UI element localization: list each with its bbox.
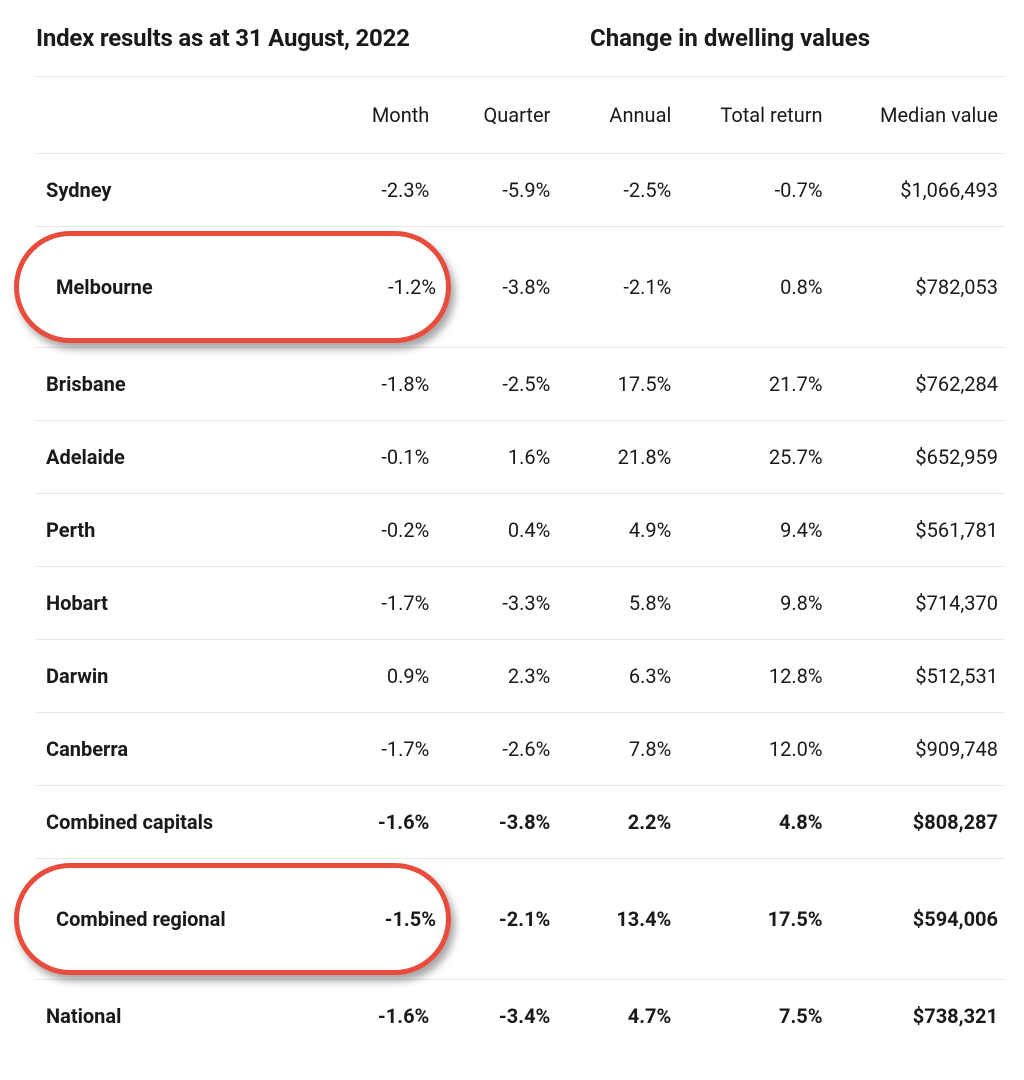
cell-city: Darwin bbox=[36, 640, 318, 713]
cell-city: Melbourne bbox=[46, 251, 326, 323]
cell-annual: -2.5% bbox=[560, 154, 681, 227]
table-row: Brisbane-1.8%-2.5%17.5%21.7%$762,284 bbox=[36, 348, 1004, 421]
cell-month: 0.9% bbox=[318, 640, 439, 713]
col-header-median: Median value bbox=[833, 77, 1004, 154]
cell-quarter: -2.6% bbox=[439, 713, 560, 786]
page: Index results as at 31 August, 2022 Chan… bbox=[0, 0, 1024, 1080]
cell-month: -1.6% bbox=[318, 786, 439, 859]
cell-month: -1.5% bbox=[326, 883, 446, 955]
cell-annual: 13.4% bbox=[560, 859, 681, 980]
col-header-annual: Annual bbox=[560, 77, 681, 154]
cell-quarter: -3.8% bbox=[439, 227, 560, 348]
cell-quarter: -2.5% bbox=[439, 348, 560, 421]
cell-annual: -2.1% bbox=[560, 227, 681, 348]
col-header-total-return: Total return bbox=[681, 77, 832, 154]
cell-median: $808,287 bbox=[833, 786, 1004, 859]
cell-total-return: 7.5% bbox=[681, 980, 832, 1053]
cell-total-return: -0.7% bbox=[681, 154, 832, 227]
cell-median: $512,531 bbox=[833, 640, 1004, 713]
cell-quarter: 0.4% bbox=[439, 494, 560, 567]
cell-quarter: -5.9% bbox=[439, 154, 560, 227]
cell-median: $909,748 bbox=[833, 713, 1004, 786]
cell-quarter: -3.3% bbox=[439, 567, 560, 640]
table-row: Darwin0.9%2.3%6.3%12.8%$512,531 bbox=[36, 640, 1004, 713]
cell-month: -1.7% bbox=[318, 713, 439, 786]
cell-month: -1.7% bbox=[318, 567, 439, 640]
cell-total-return: 12.0% bbox=[681, 713, 832, 786]
cell-annual: 6.3% bbox=[560, 640, 681, 713]
cell-total-return: 9.4% bbox=[681, 494, 832, 567]
cell-annual: 7.8% bbox=[560, 713, 681, 786]
cell-median: $594,006 bbox=[833, 859, 1004, 980]
cell-city: National bbox=[36, 980, 318, 1053]
cell-month: -2.3% bbox=[318, 154, 439, 227]
highlighted-cells: Combined regional-1.5% bbox=[36, 859, 439, 980]
cell-city: Canberra bbox=[36, 713, 318, 786]
dwelling-values-table: Month Quarter Annual Total return Median… bbox=[36, 77, 1004, 1052]
cell-quarter: -2.1% bbox=[439, 859, 560, 980]
cell-city: Perth bbox=[36, 494, 318, 567]
cell-annual: 4.9% bbox=[560, 494, 681, 567]
cell-city: Brisbane bbox=[36, 348, 318, 421]
cell-quarter: -3.8% bbox=[439, 786, 560, 859]
cell-annual: 2.2% bbox=[560, 786, 681, 859]
cell-month: -0.2% bbox=[318, 494, 439, 567]
col-header-month: Month bbox=[318, 77, 439, 154]
cell-total-return: 9.8% bbox=[681, 567, 832, 640]
cell-total-return: 25.7% bbox=[681, 421, 832, 494]
cell-city: Combined capitals bbox=[36, 786, 318, 859]
cell-median: $1,066,493 bbox=[833, 154, 1004, 227]
cell-total-return: 12.8% bbox=[681, 640, 832, 713]
cell-quarter: -3.4% bbox=[439, 980, 560, 1053]
table-row: Sydney-2.3%-5.9%-2.5%-0.7%$1,066,493 bbox=[36, 154, 1004, 227]
cell-month: -1.8% bbox=[318, 348, 439, 421]
table-row: Canberra-1.7%-2.6%7.8%12.0%$909,748 bbox=[36, 713, 1004, 786]
cell-median: $652,959 bbox=[833, 421, 1004, 494]
cell-city: Sydney bbox=[36, 154, 318, 227]
table-row: National-1.6%-3.4%4.7%7.5%$738,321 bbox=[36, 980, 1004, 1053]
cell-median: $738,321 bbox=[833, 980, 1004, 1053]
table-header-row: Month Quarter Annual Total return Median… bbox=[36, 77, 1004, 154]
cell-annual: 21.8% bbox=[560, 421, 681, 494]
highlighted-cells: Melbourne-1.2% bbox=[36, 227, 439, 348]
title-left: Index results as at 31 August, 2022 bbox=[36, 24, 456, 52]
cell-month: -1.6% bbox=[318, 980, 439, 1053]
cell-annual: 17.5% bbox=[560, 348, 681, 421]
table-row: Combined regional-1.5%-2.1%13.4%17.5%$59… bbox=[36, 859, 1004, 980]
table-row: Adelaide-0.1%1.6%21.8%25.7%$652,959 bbox=[36, 421, 1004, 494]
col-header-city bbox=[36, 77, 318, 154]
cell-median: $762,284 bbox=[833, 348, 1004, 421]
cell-total-return: 21.7% bbox=[681, 348, 832, 421]
table-body: Sydney-2.3%-5.9%-2.5%-0.7%$1,066,493Melb… bbox=[36, 154, 1004, 1053]
cell-median: $782,053 bbox=[833, 227, 1004, 348]
cell-median: $561,781 bbox=[833, 494, 1004, 567]
title-right: Change in dwelling values bbox=[456, 24, 1004, 52]
table-row: Melbourne-1.2%-3.8%-2.1%0.8%$782,053 bbox=[36, 227, 1004, 348]
cell-month: -1.2% bbox=[326, 251, 446, 323]
table-row: Hobart-1.7%-3.3%5.8%9.8%$714,370 bbox=[36, 567, 1004, 640]
cell-city: Combined regional bbox=[46, 883, 326, 955]
col-header-quarter: Quarter bbox=[439, 77, 560, 154]
cell-total-return: 17.5% bbox=[681, 859, 832, 980]
cell-month: -0.1% bbox=[318, 421, 439, 494]
header-row: Index results as at 31 August, 2022 Chan… bbox=[36, 24, 1004, 77]
cell-quarter: 2.3% bbox=[439, 640, 560, 713]
table-row: Combined capitals-1.6%-3.8%2.2%4.8%$808,… bbox=[36, 786, 1004, 859]
cell-city: Adelaide bbox=[36, 421, 318, 494]
table-row: Perth-0.2%0.4%4.9%9.4%$561,781 bbox=[36, 494, 1004, 567]
cell-median: $714,370 bbox=[833, 567, 1004, 640]
cell-total-return: 0.8% bbox=[681, 227, 832, 348]
cell-annual: 4.7% bbox=[560, 980, 681, 1053]
cell-total-return: 4.8% bbox=[681, 786, 832, 859]
cell-annual: 5.8% bbox=[560, 567, 681, 640]
cell-quarter: 1.6% bbox=[439, 421, 560, 494]
cell-city: Hobart bbox=[36, 567, 318, 640]
